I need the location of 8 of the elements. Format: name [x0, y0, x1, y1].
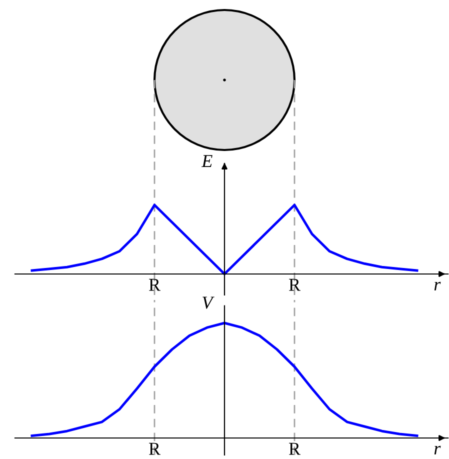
x-tick-label: R — [148, 278, 160, 291]
x-tick-label: R — [148, 442, 160, 455]
x-tick-label: R — [288, 278, 300, 291]
x-axis-title: r — [434, 446, 441, 454]
x-tick-label: R — [288, 442, 300, 455]
y-axis-title: E — [201, 155, 212, 167]
y-axis-title: V — [202, 296, 214, 309]
x-axis-title: r — [434, 282, 441, 290]
